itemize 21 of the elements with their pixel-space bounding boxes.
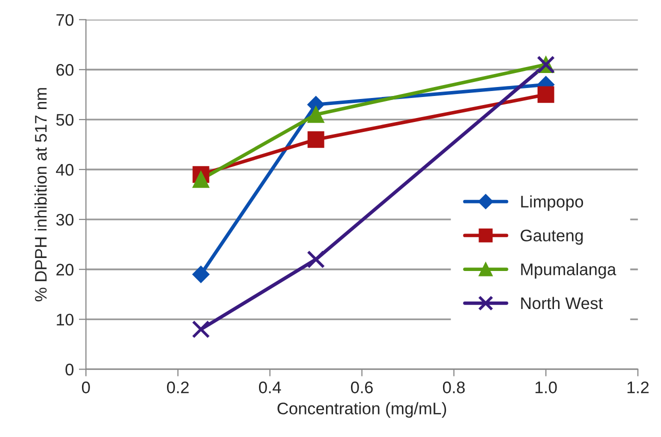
legend-label: Limpopo	[521, 195, 584, 211]
legend-label: Gauteng	[520, 230, 583, 245]
x-axis-title: Concentration (mg/mL)	[278, 402, 446, 418]
legend-label: Mpumalanga	[521, 263, 616, 279]
y-tick-label: 0	[66, 364, 74, 376]
y-axis-title: % DPPH inhibition at 517 nm	[34, 88, 47, 302]
x-tick-label: 0.2	[166, 382, 189, 394]
y-tick-label: 50	[56, 114, 74, 126]
y-tick-label: 20	[56, 264, 74, 276]
x-tick-label: 1.2	[628, 382, 649, 394]
y-tick-label: 40	[56, 164, 74, 176]
x-tick-label: 0.8	[442, 382, 465, 394]
y-tick-label: 60	[56, 64, 74, 76]
x-tick-label: 1.0	[536, 382, 557, 394]
y-tick-label: 70	[56, 14, 74, 26]
x-tick-label: 0	[82, 382, 90, 394]
legend-label: North West	[521, 296, 603, 310]
x-tick-label: 0.4	[258, 382, 282, 394]
x-tick-label: 0.6	[350, 382, 373, 394]
y-tick-label: 30	[56, 214, 74, 226]
y-tick-label: 10	[56, 314, 74, 326]
